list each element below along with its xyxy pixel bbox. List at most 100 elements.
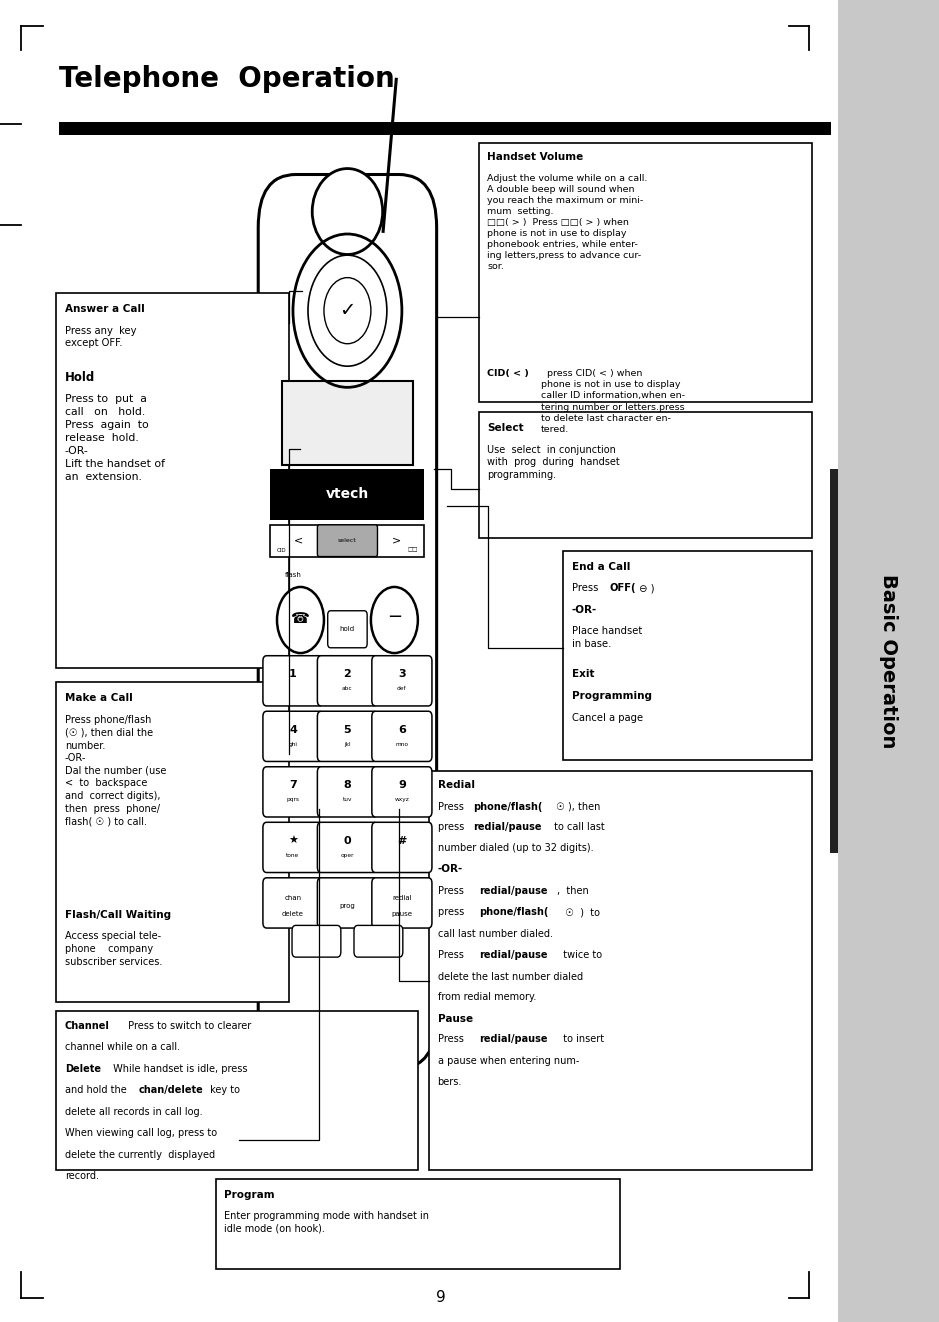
Text: Flash/Call Waiting: Flash/Call Waiting bbox=[65, 910, 171, 920]
Text: delete all records in call log.: delete all records in call log. bbox=[65, 1107, 203, 1117]
Text: 7: 7 bbox=[289, 780, 297, 791]
Text: 1: 1 bbox=[289, 669, 297, 680]
Text: delete the last number dialed: delete the last number dialed bbox=[438, 972, 583, 982]
Ellipse shape bbox=[312, 169, 383, 254]
FancyBboxPatch shape bbox=[317, 767, 377, 817]
FancyBboxPatch shape bbox=[56, 293, 289, 668]
Text: 4: 4 bbox=[289, 724, 297, 735]
Text: flash: flash bbox=[285, 572, 301, 579]
FancyBboxPatch shape bbox=[563, 551, 812, 760]
FancyBboxPatch shape bbox=[317, 525, 377, 557]
Text: Press to  put  a
call   on   hold.
Press  again  to
release  hold.
-OR-
Lift the: Press to put a call on hold. Press again… bbox=[65, 394, 164, 483]
FancyBboxPatch shape bbox=[56, 1011, 418, 1170]
Text: Press: Press bbox=[572, 583, 601, 594]
Text: ★: ★ bbox=[288, 836, 298, 846]
FancyBboxPatch shape bbox=[317, 656, 377, 706]
Text: key to: key to bbox=[207, 1085, 239, 1095]
Text: and hold the: and hold the bbox=[65, 1085, 130, 1095]
FancyBboxPatch shape bbox=[328, 611, 367, 648]
Text: abc: abc bbox=[342, 686, 353, 691]
Text: wxyz: wxyz bbox=[394, 797, 409, 802]
FancyBboxPatch shape bbox=[354, 925, 403, 957]
Text: Press: Press bbox=[438, 886, 470, 895]
FancyBboxPatch shape bbox=[830, 469, 838, 853]
FancyBboxPatch shape bbox=[838, 0, 939, 1322]
Text: End a Call: End a Call bbox=[572, 562, 630, 572]
Text: vtech: vtech bbox=[326, 488, 369, 501]
Text: OFF(: OFF( bbox=[609, 583, 636, 594]
Circle shape bbox=[277, 587, 324, 653]
Text: Press: Press bbox=[438, 801, 467, 812]
Text: redial/pause: redial/pause bbox=[479, 951, 547, 960]
Text: prog: prog bbox=[340, 903, 355, 908]
FancyBboxPatch shape bbox=[270, 525, 424, 557]
Text: −: − bbox=[387, 608, 402, 627]
Text: def: def bbox=[397, 686, 407, 691]
Text: Press: Press bbox=[438, 951, 470, 960]
Text: ghi: ghi bbox=[288, 742, 298, 747]
Text: While handset is idle, press: While handset is idle, press bbox=[110, 1064, 247, 1073]
FancyBboxPatch shape bbox=[372, 822, 432, 873]
Text: redial/pause: redial/pause bbox=[479, 886, 547, 895]
Text: record.: record. bbox=[65, 1171, 99, 1182]
Text: 6: 6 bbox=[398, 724, 406, 735]
Text: to insert: to insert bbox=[557, 1034, 604, 1044]
Text: press: press bbox=[438, 907, 470, 917]
Text: -OR-: -OR- bbox=[572, 605, 597, 615]
FancyBboxPatch shape bbox=[263, 656, 323, 706]
Text: Program: Program bbox=[224, 1190, 275, 1200]
FancyBboxPatch shape bbox=[479, 143, 812, 402]
Text: 9: 9 bbox=[398, 780, 406, 791]
Circle shape bbox=[371, 587, 418, 653]
Text: ✓: ✓ bbox=[339, 301, 356, 320]
Text: delete: delete bbox=[282, 911, 304, 916]
FancyBboxPatch shape bbox=[372, 656, 432, 706]
Text: ,  then: , then bbox=[557, 886, 589, 895]
Text: Hold: Hold bbox=[65, 370, 95, 383]
Text: 8: 8 bbox=[344, 780, 351, 791]
FancyBboxPatch shape bbox=[270, 469, 424, 520]
Text: Press phone/flash
(☉ ), then dial the
number.
-OR-
Dal the number (use
<  to  ba: Press phone/flash (☉ ), then dial the nu… bbox=[65, 715, 166, 826]
Text: 9: 9 bbox=[437, 1290, 446, 1305]
Text: Pause: Pause bbox=[438, 1014, 472, 1023]
Text: oper: oper bbox=[341, 853, 354, 858]
FancyBboxPatch shape bbox=[263, 767, 323, 817]
Text: press CID( < ) when
phone is not in use to display
caller ID information,when en: press CID( < ) when phone is not in use … bbox=[541, 369, 685, 434]
Text: □□: □□ bbox=[408, 547, 419, 553]
Text: call last number dialed.: call last number dialed. bbox=[438, 928, 552, 939]
Text: redial/pause: redial/pause bbox=[479, 1034, 547, 1044]
Text: ☎: ☎ bbox=[291, 611, 310, 627]
Text: Use  select  in conjunction
with  prog  during  handset
programming.: Use select in conjunction with prog duri… bbox=[487, 444, 620, 480]
Text: ⊖ ): ⊖ ) bbox=[636, 583, 654, 594]
FancyBboxPatch shape bbox=[263, 711, 323, 761]
Text: Press to switch to clearer: Press to switch to clearer bbox=[125, 1021, 251, 1031]
FancyBboxPatch shape bbox=[317, 822, 377, 873]
Text: delete the currently  displayed: delete the currently displayed bbox=[65, 1150, 215, 1159]
FancyBboxPatch shape bbox=[59, 122, 831, 135]
Text: 5: 5 bbox=[344, 724, 351, 735]
FancyBboxPatch shape bbox=[258, 175, 437, 1068]
Text: press: press bbox=[438, 822, 467, 832]
FancyBboxPatch shape bbox=[372, 878, 432, 928]
Text: Make a Call: Make a Call bbox=[65, 693, 132, 703]
FancyBboxPatch shape bbox=[263, 878, 323, 928]
Text: jkl: jkl bbox=[344, 742, 351, 747]
FancyBboxPatch shape bbox=[282, 381, 413, 465]
Text: a pause when entering num-: a pause when entering num- bbox=[438, 1056, 579, 1066]
Text: Place handset
in base.: Place handset in base. bbox=[572, 627, 642, 649]
FancyBboxPatch shape bbox=[479, 412, 812, 538]
Text: pqrs: pqrs bbox=[286, 797, 300, 802]
Text: Basic Operation: Basic Operation bbox=[879, 574, 898, 748]
Text: Exit: Exit bbox=[572, 669, 594, 680]
FancyBboxPatch shape bbox=[372, 767, 432, 817]
FancyBboxPatch shape bbox=[317, 711, 377, 761]
FancyBboxPatch shape bbox=[429, 771, 812, 1170]
Text: channel while on a call.: channel while on a call. bbox=[65, 1042, 180, 1052]
Text: Press any  key
except OFF.: Press any key except OFF. bbox=[65, 325, 136, 349]
FancyBboxPatch shape bbox=[263, 822, 323, 873]
Text: <: < bbox=[294, 535, 303, 546]
Text: Adjust the volume while on a call.
A double beep will sound when
you reach the m: Adjust the volume while on a call. A dou… bbox=[487, 173, 648, 271]
Text: ☉ ), then: ☉ ), then bbox=[553, 801, 600, 812]
Text: hold: hold bbox=[340, 627, 355, 632]
Text: Delete: Delete bbox=[65, 1064, 100, 1073]
